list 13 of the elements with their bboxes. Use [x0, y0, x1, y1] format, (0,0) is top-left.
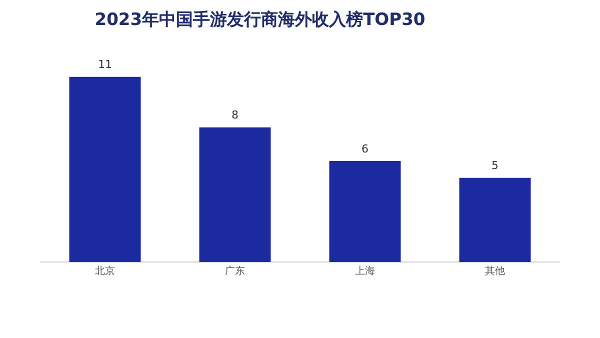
bar [329, 161, 401, 262]
data-label: 8 [232, 108, 238, 122]
bar [199, 127, 271, 262]
bar [459, 178, 531, 262]
chart-title: 2023年中国手游发行商海外收入榜TOP30 [94, 9, 426, 31]
data-label: 6 [362, 142, 368, 156]
data-label: 11 [98, 58, 112, 72]
x-tick-label: 北京 [95, 264, 115, 277]
x-tick-label: 其他 [485, 264, 505, 277]
x-tick-label: 上海 [355, 264, 375, 277]
bar [69, 76, 141, 262]
data-label: 5 [492, 159, 498, 172]
x-tick-label: 广东 [225, 264, 245, 277]
